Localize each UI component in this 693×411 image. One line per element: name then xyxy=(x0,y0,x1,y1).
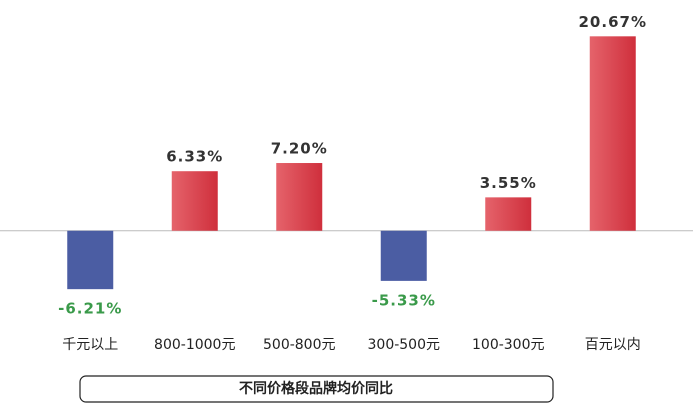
x-tick-label: 百元以内 xyxy=(585,337,641,353)
x-tick-label: 300-500元 xyxy=(368,337,441,353)
value-label: 6.33% xyxy=(166,148,223,166)
x-tick-label: 500-800元 xyxy=(263,337,336,353)
value-label: 20.67% xyxy=(579,13,647,31)
bar xyxy=(485,197,532,231)
bar xyxy=(67,230,114,290)
bar xyxy=(171,171,218,231)
value-label: 3.55% xyxy=(480,174,537,192)
bar xyxy=(589,36,636,231)
x-tick-label: 100-300元 xyxy=(472,337,545,353)
x-tick-label: 800-1000元 xyxy=(154,337,235,353)
value-label: 7.20% xyxy=(271,140,328,158)
chart-title: 不同价格段品牌均价同比 xyxy=(239,380,393,397)
x-tick-label: 千元以上 xyxy=(62,337,118,353)
value-label: -5.33% xyxy=(372,291,436,309)
bar xyxy=(276,163,323,231)
value-label: -6.21% xyxy=(58,300,122,318)
title-box xyxy=(79,375,554,403)
bar xyxy=(380,230,427,281)
